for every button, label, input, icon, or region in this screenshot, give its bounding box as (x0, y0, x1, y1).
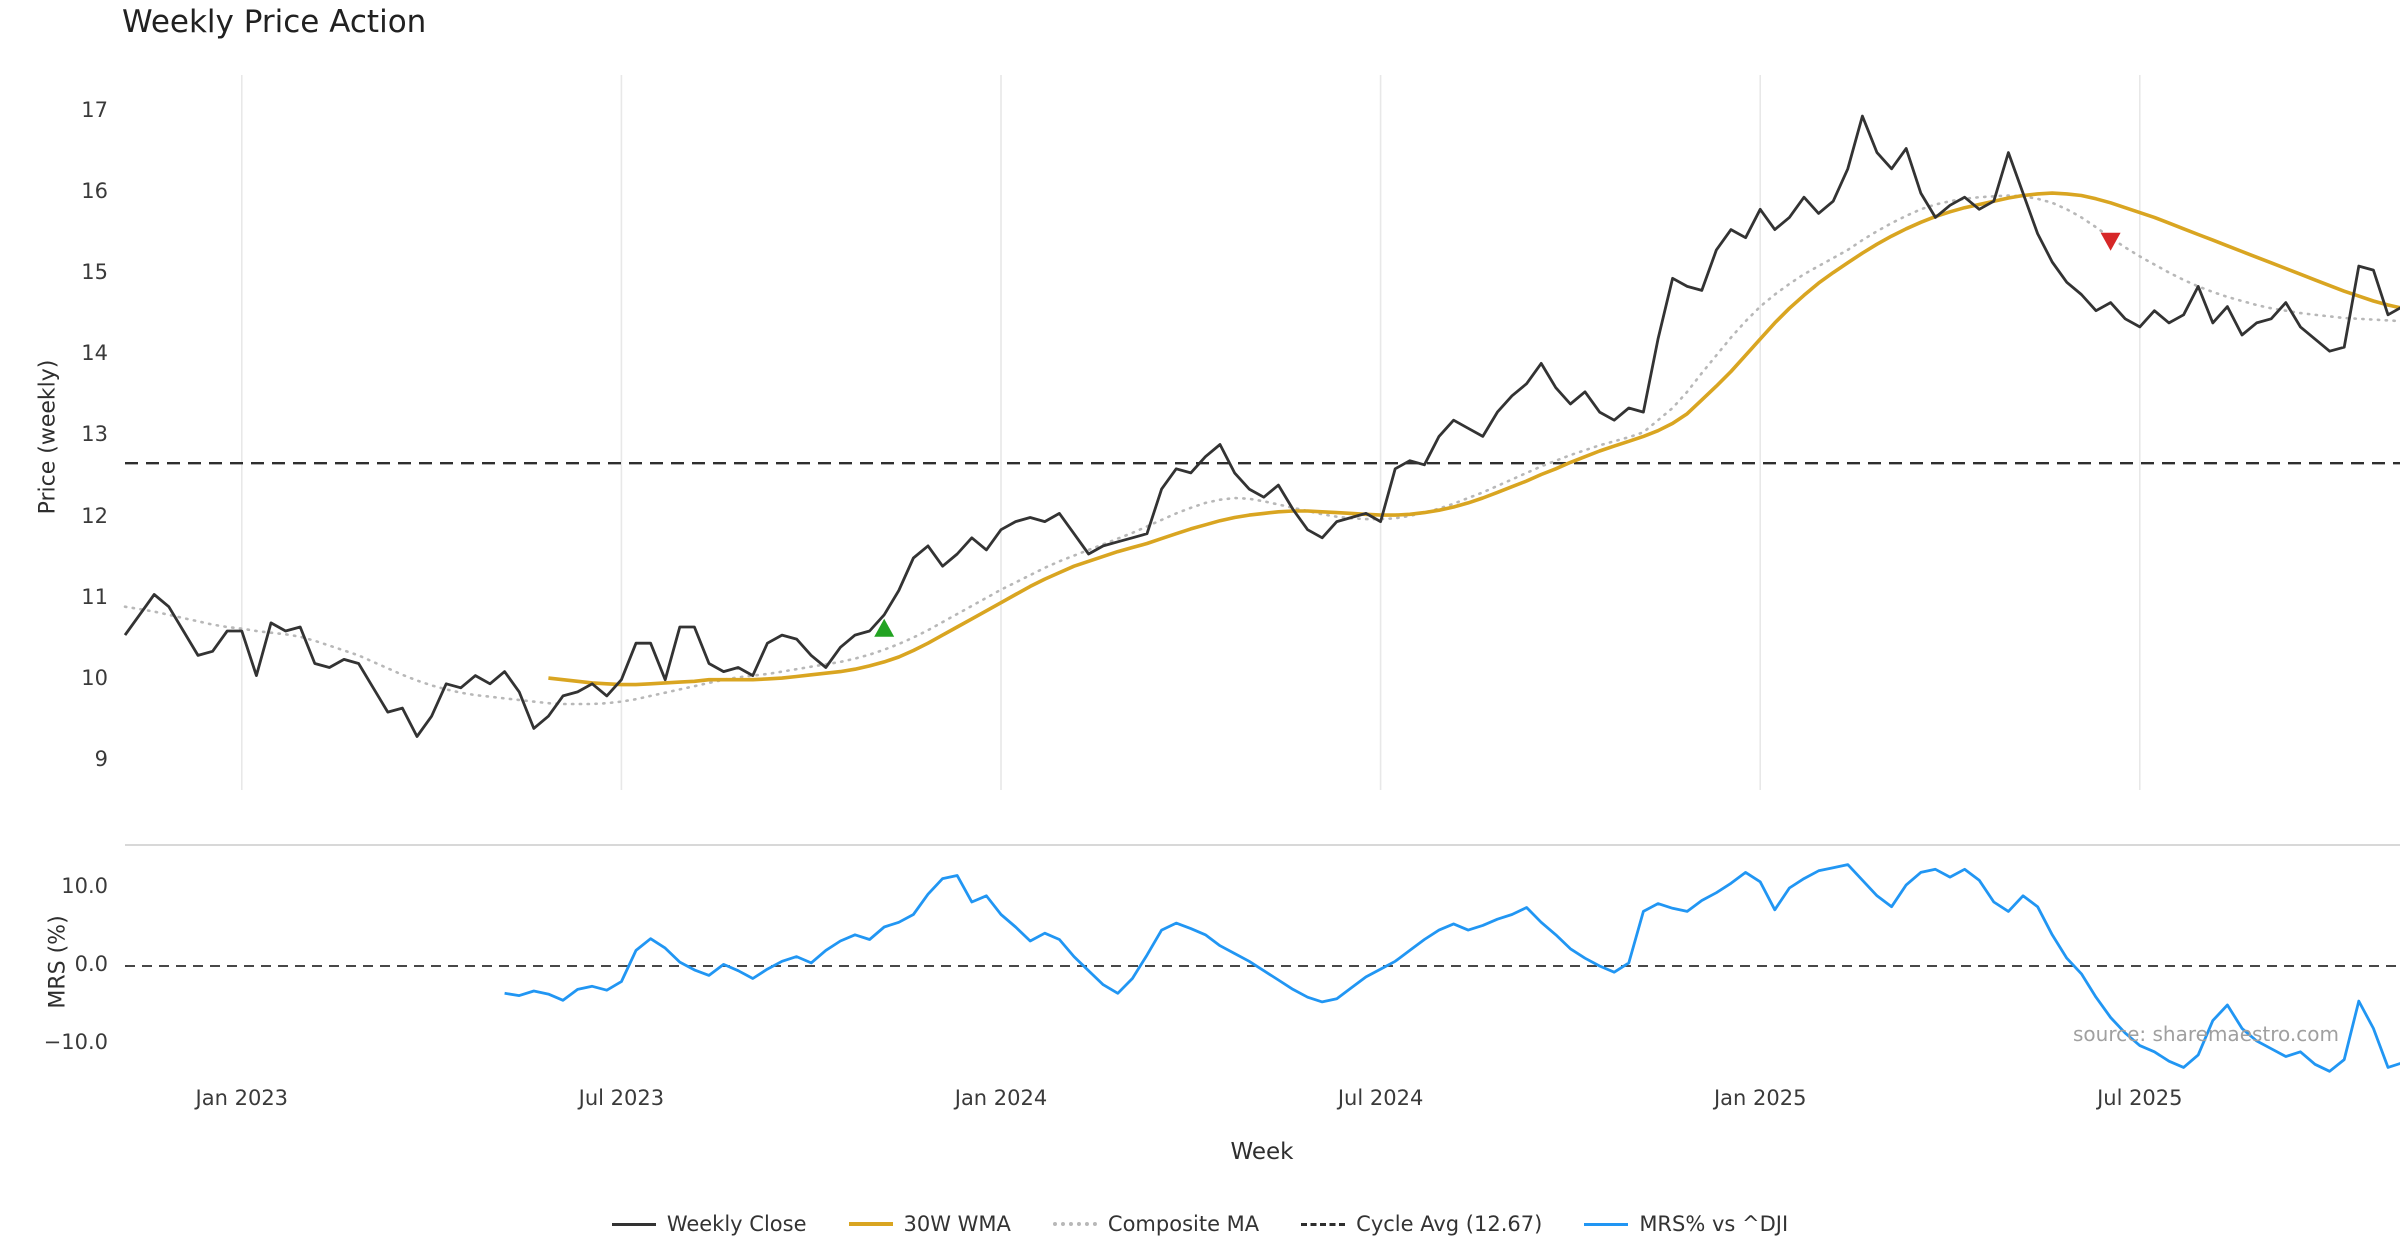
x-axis-label: Week (1230, 1139, 1294, 1165)
price-axis-label: Price (weekly) (35, 359, 61, 515)
wma-line-icon (848, 1222, 893, 1226)
mrs-line-icon (1584, 1222, 1629, 1226)
legend-item-cycle-avg: Cycle Avg (12.67) (1301, 1212, 1542, 1236)
weekly-close-line-icon (611, 1222, 656, 1226)
legend: Weekly Close 30W WMA Composite MA Cycle … (0, 1212, 2400, 1236)
source-attribution: source: sharemaestro.com (2073, 1022, 2339, 1046)
chart-title: Weekly Price Action (122, 4, 427, 40)
legend-item-weekly-close: Weekly Close (611, 1212, 807, 1236)
composite-ma-line-icon (1052, 1222, 1097, 1226)
wma-line (548, 191, 2400, 687)
legend-item-mrs: MRS% vs ^DJI (1584, 1212, 1788, 1236)
legend-label-composite: Composite MA (1107, 1212, 1260, 1236)
weekly-close-line (123, 114, 2400, 738)
buy-signal-marker-icon (874, 618, 895, 637)
legend-label-weekly-close: Weekly Close (666, 1212, 807, 1236)
sell-signal-marker-icon (2100, 232, 2121, 251)
legend-item-wma: 30W WMA (848, 1212, 1011, 1236)
legend-label-mrs: MRS% vs ^DJI (1639, 1212, 1789, 1236)
legend-item-composite: Composite MA (1052, 1212, 1260, 1236)
legend-label-cycle-avg: Cycle Avg (12.67) (1356, 1212, 1543, 1236)
legend-label-wma: 30W WMA (903, 1212, 1011, 1236)
mrs-line (504, 863, 2400, 1073)
mrs-axis-label: MRS (%) (45, 915, 71, 1009)
cycle-avg-line-icon (1301, 1222, 1346, 1226)
